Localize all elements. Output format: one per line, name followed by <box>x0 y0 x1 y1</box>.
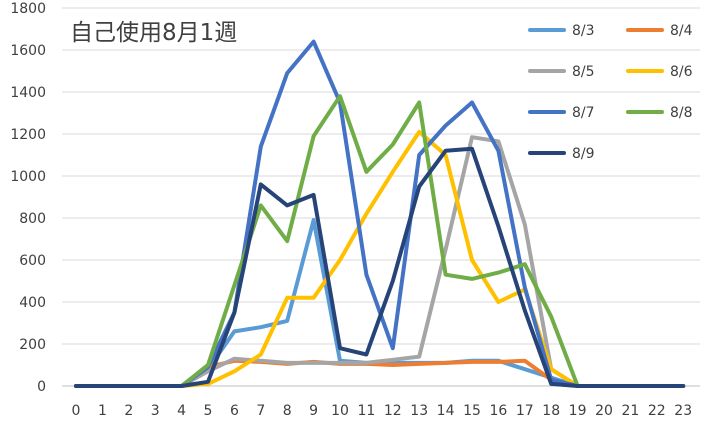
legend-item-8-9: 8/9 <box>528 146 595 162</box>
gridlines <box>62 7 700 387</box>
legend-item-8-7: 8/7 <box>528 105 595 121</box>
y-tick-label: 1000 <box>10 169 46 185</box>
x-tick-label: 6 <box>230 403 239 419</box>
x-tick-label: 4 <box>177 403 186 419</box>
x-tick-label: 23 <box>674 403 692 419</box>
x-tick-label: 8 <box>283 403 292 419</box>
chart-title: 自己使用8月1週 <box>70 20 237 46</box>
legend-item-8-4: 8/4 <box>626 23 693 39</box>
series-line-8-8 <box>74 94 686 388</box>
series-line-8-6 <box>74 129 686 388</box>
y-tick-label: 400 <box>19 295 46 311</box>
x-tick-label: 14 <box>437 403 455 419</box>
x-tick-label: 1 <box>98 403 107 419</box>
legend-item-8-5: 8/5 <box>528 64 595 80</box>
legend-item-8-6: 8/6 <box>626 64 693 80</box>
y-tick-label: 1400 <box>10 85 46 101</box>
y-tick-label: 600 <box>19 253 46 269</box>
series-line-8-9 <box>74 146 686 388</box>
legend: 8/3 8/4 8/5 8/6 8/7 8/8 8/9 <box>528 23 693 162</box>
series-line-8-7 <box>74 39 686 388</box>
series-line-8-4 <box>74 358 686 388</box>
x-tick-label: 0 <box>72 403 81 419</box>
x-tick-label: 18 <box>542 403 560 419</box>
legend-label: 8/9 <box>572 146 595 162</box>
x-tick-label: 19 <box>569 403 587 419</box>
y-tick-label: 1200 <box>10 127 46 143</box>
legend-label: 8/3 <box>572 23 595 39</box>
x-tick-label: 21 <box>621 403 639 419</box>
x-tick-label: 9 <box>309 403 318 419</box>
x-tick-label: 16 <box>489 403 507 419</box>
legend-item-8-8: 8/8 <box>626 105 693 121</box>
x-tick-label: 2 <box>124 403 133 419</box>
legend-item-8-3: 8/3 <box>528 23 595 39</box>
y-tick-label: 0 <box>37 379 46 395</box>
y-tick-label: 200 <box>19 337 46 353</box>
x-tick-label: 7 <box>256 403 265 419</box>
y-tick-label: 1800 <box>10 1 46 17</box>
series-lines <box>74 39 686 388</box>
x-tick-label: 10 <box>331 403 349 419</box>
x-axis-tick-labels: 0 1 2 3 4 5 6 7 8 9 10 11 12 13 14 15 16 17 18 19 20 21 22 23 <box>72 403 693 419</box>
y-tick-label: 800 <box>19 211 46 227</box>
x-tick-label: 22 <box>648 403 666 419</box>
x-tick-label: 15 <box>463 403 481 419</box>
series-line-8-5 <box>74 135 686 388</box>
y-tick-label: 1600 <box>10 43 46 59</box>
legend-label: 8/4 <box>670 23 693 39</box>
x-tick-label: 20 <box>595 403 613 419</box>
x-tick-label: 3 <box>151 403 160 419</box>
x-tick-label: 17 <box>516 403 534 419</box>
x-tick-label: 11 <box>357 403 375 419</box>
x-tick-label: 13 <box>410 403 428 419</box>
legend-label: 8/5 <box>572 64 595 80</box>
legend-label: 8/6 <box>670 64 693 80</box>
legend-label: 8/8 <box>670 105 693 121</box>
legend-label: 8/7 <box>572 105 595 121</box>
y-axis-tick-labels: 0 200 400 600 800 1000 1200 1400 1600 1800 <box>10 1 46 395</box>
x-tick-label: 5 <box>204 403 213 419</box>
x-tick-label: 12 <box>384 403 402 419</box>
